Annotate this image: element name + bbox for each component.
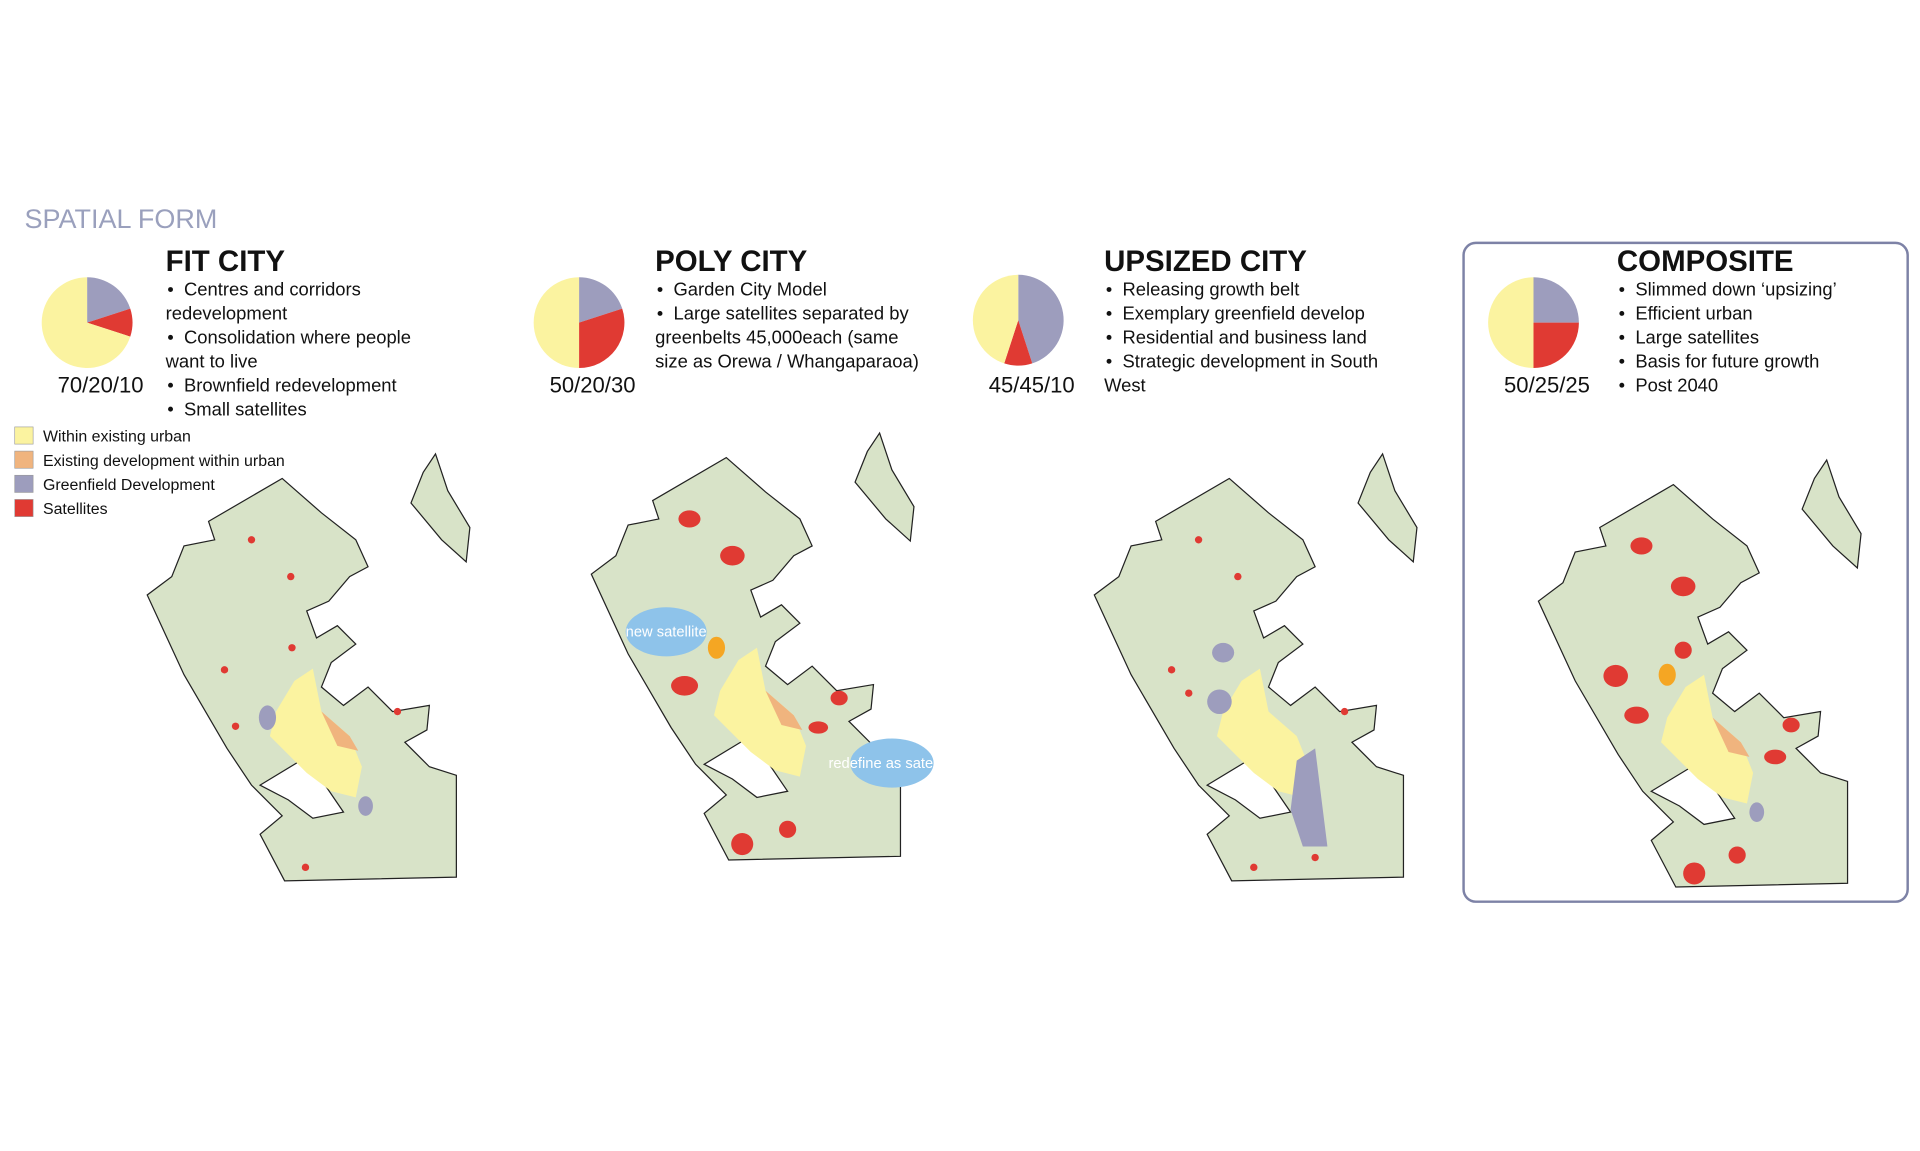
bullet-text: Garden City Model (674, 279, 827, 300)
legend-label: Within existing urban (43, 429, 191, 446)
pie-slice (1488, 277, 1534, 369)
legend-swatch (14, 499, 34, 517)
legend-swatch (14, 426, 34, 445)
bullet-text: redevelopment (166, 303, 288, 324)
bullet-text: Brownfield redevelopment (184, 374, 397, 395)
bullet (168, 382, 173, 388)
bullet-text: Centres and corridors (184, 279, 361, 300)
bullet (1106, 358, 1112, 364)
canvas: SPATIAL FORM Within existing urban Existi… (14, 204, 1909, 903)
note-text: redefine as satellite (828, 756, 955, 772)
bullet (1106, 310, 1112, 316)
bullet (168, 406, 173, 412)
split-label: 50/20/30 (550, 373, 636, 398)
pie-slice (579, 308, 625, 369)
note-bubble (850, 738, 934, 788)
pie-slice (1004, 320, 1033, 366)
bullet (1619, 334, 1625, 340)
panel-title: FIT CITY (166, 245, 286, 278)
pie-slice (1018, 274, 1064, 364)
bullet-text: Exemplary greenfield develop (1123, 303, 1365, 324)
panel-title: POLY CITY (655, 245, 808, 278)
bullet (1619, 287, 1625, 292)
pie-slice (579, 277, 623, 323)
bullet-text: Efficient urban (1635, 303, 1752, 324)
note-bubble (625, 607, 707, 657)
pie-slice (87, 277, 131, 323)
bullet (1106, 287, 1112, 292)
pie-slice (1533, 322, 1579, 369)
legend-label: Greenfield Development (43, 477, 215, 494)
bullet-text: Small satellites (184, 398, 307, 419)
bullet-text: Large satellites separated by (674, 303, 910, 324)
bullet-text: Consolidation where people (184, 327, 411, 348)
pie-slice (533, 277, 580, 369)
pie-slice (41, 277, 131, 369)
bullet (1619, 310, 1625, 316)
pie-slice (972, 274, 1019, 364)
map-composite (1537, 459, 1862, 888)
map-fit (146, 453, 471, 882)
legend-swatch (14, 450, 34, 469)
bullet-text: Strategic development in South (1123, 350, 1379, 371)
pie-slice (1533, 277, 1579, 323)
bullet-text: Basis for future growth (1635, 350, 1819, 371)
bullet-text: Post 2040 (1635, 374, 1718, 395)
legend-label: Existing development within urban (43, 453, 285, 470)
pie-slice (87, 308, 133, 337)
legend-swatch (14, 474, 34, 493)
bullet (1619, 382, 1625, 388)
bullet-text: size as Orewa / Whangaparaoa) (655, 350, 919, 371)
bullet (1106, 334, 1112, 340)
page-title: SPATIAL FORM (25, 204, 218, 234)
bullet (168, 334, 173, 340)
bullet-text: Large satellites (1635, 327, 1759, 348)
bullet-text: want to live (165, 350, 258, 371)
bullet (657, 287, 663, 292)
split-label: 50/25/25 (1504, 373, 1590, 398)
bullet (1619, 358, 1625, 364)
bullet-text: West (1104, 374, 1146, 395)
bullet-text: Residential and business land (1123, 327, 1367, 348)
split-label: 45/45/10 (989, 373, 1075, 398)
split-label: 70/20/10 (58, 373, 144, 398)
bullet-text: greenbelts 45,000each (same (655, 327, 898, 348)
legend-label: Satellites (43, 501, 108, 518)
composite-frame (1462, 241, 1909, 903)
panel-title: UPSIZED CITY (1104, 245, 1307, 278)
note-text: new satellite (626, 625, 707, 641)
bullet (657, 310, 663, 316)
bullet (168, 287, 173, 292)
map-upsized (1093, 453, 1418, 882)
map-poly (590, 432, 915, 861)
bullet-text: Slimmed down ‘upsizing’ (1635, 279, 1836, 300)
bullet-text: Releasing growth belt (1123, 279, 1300, 300)
panel-title: COMPOSITE (1617, 245, 1794, 278)
